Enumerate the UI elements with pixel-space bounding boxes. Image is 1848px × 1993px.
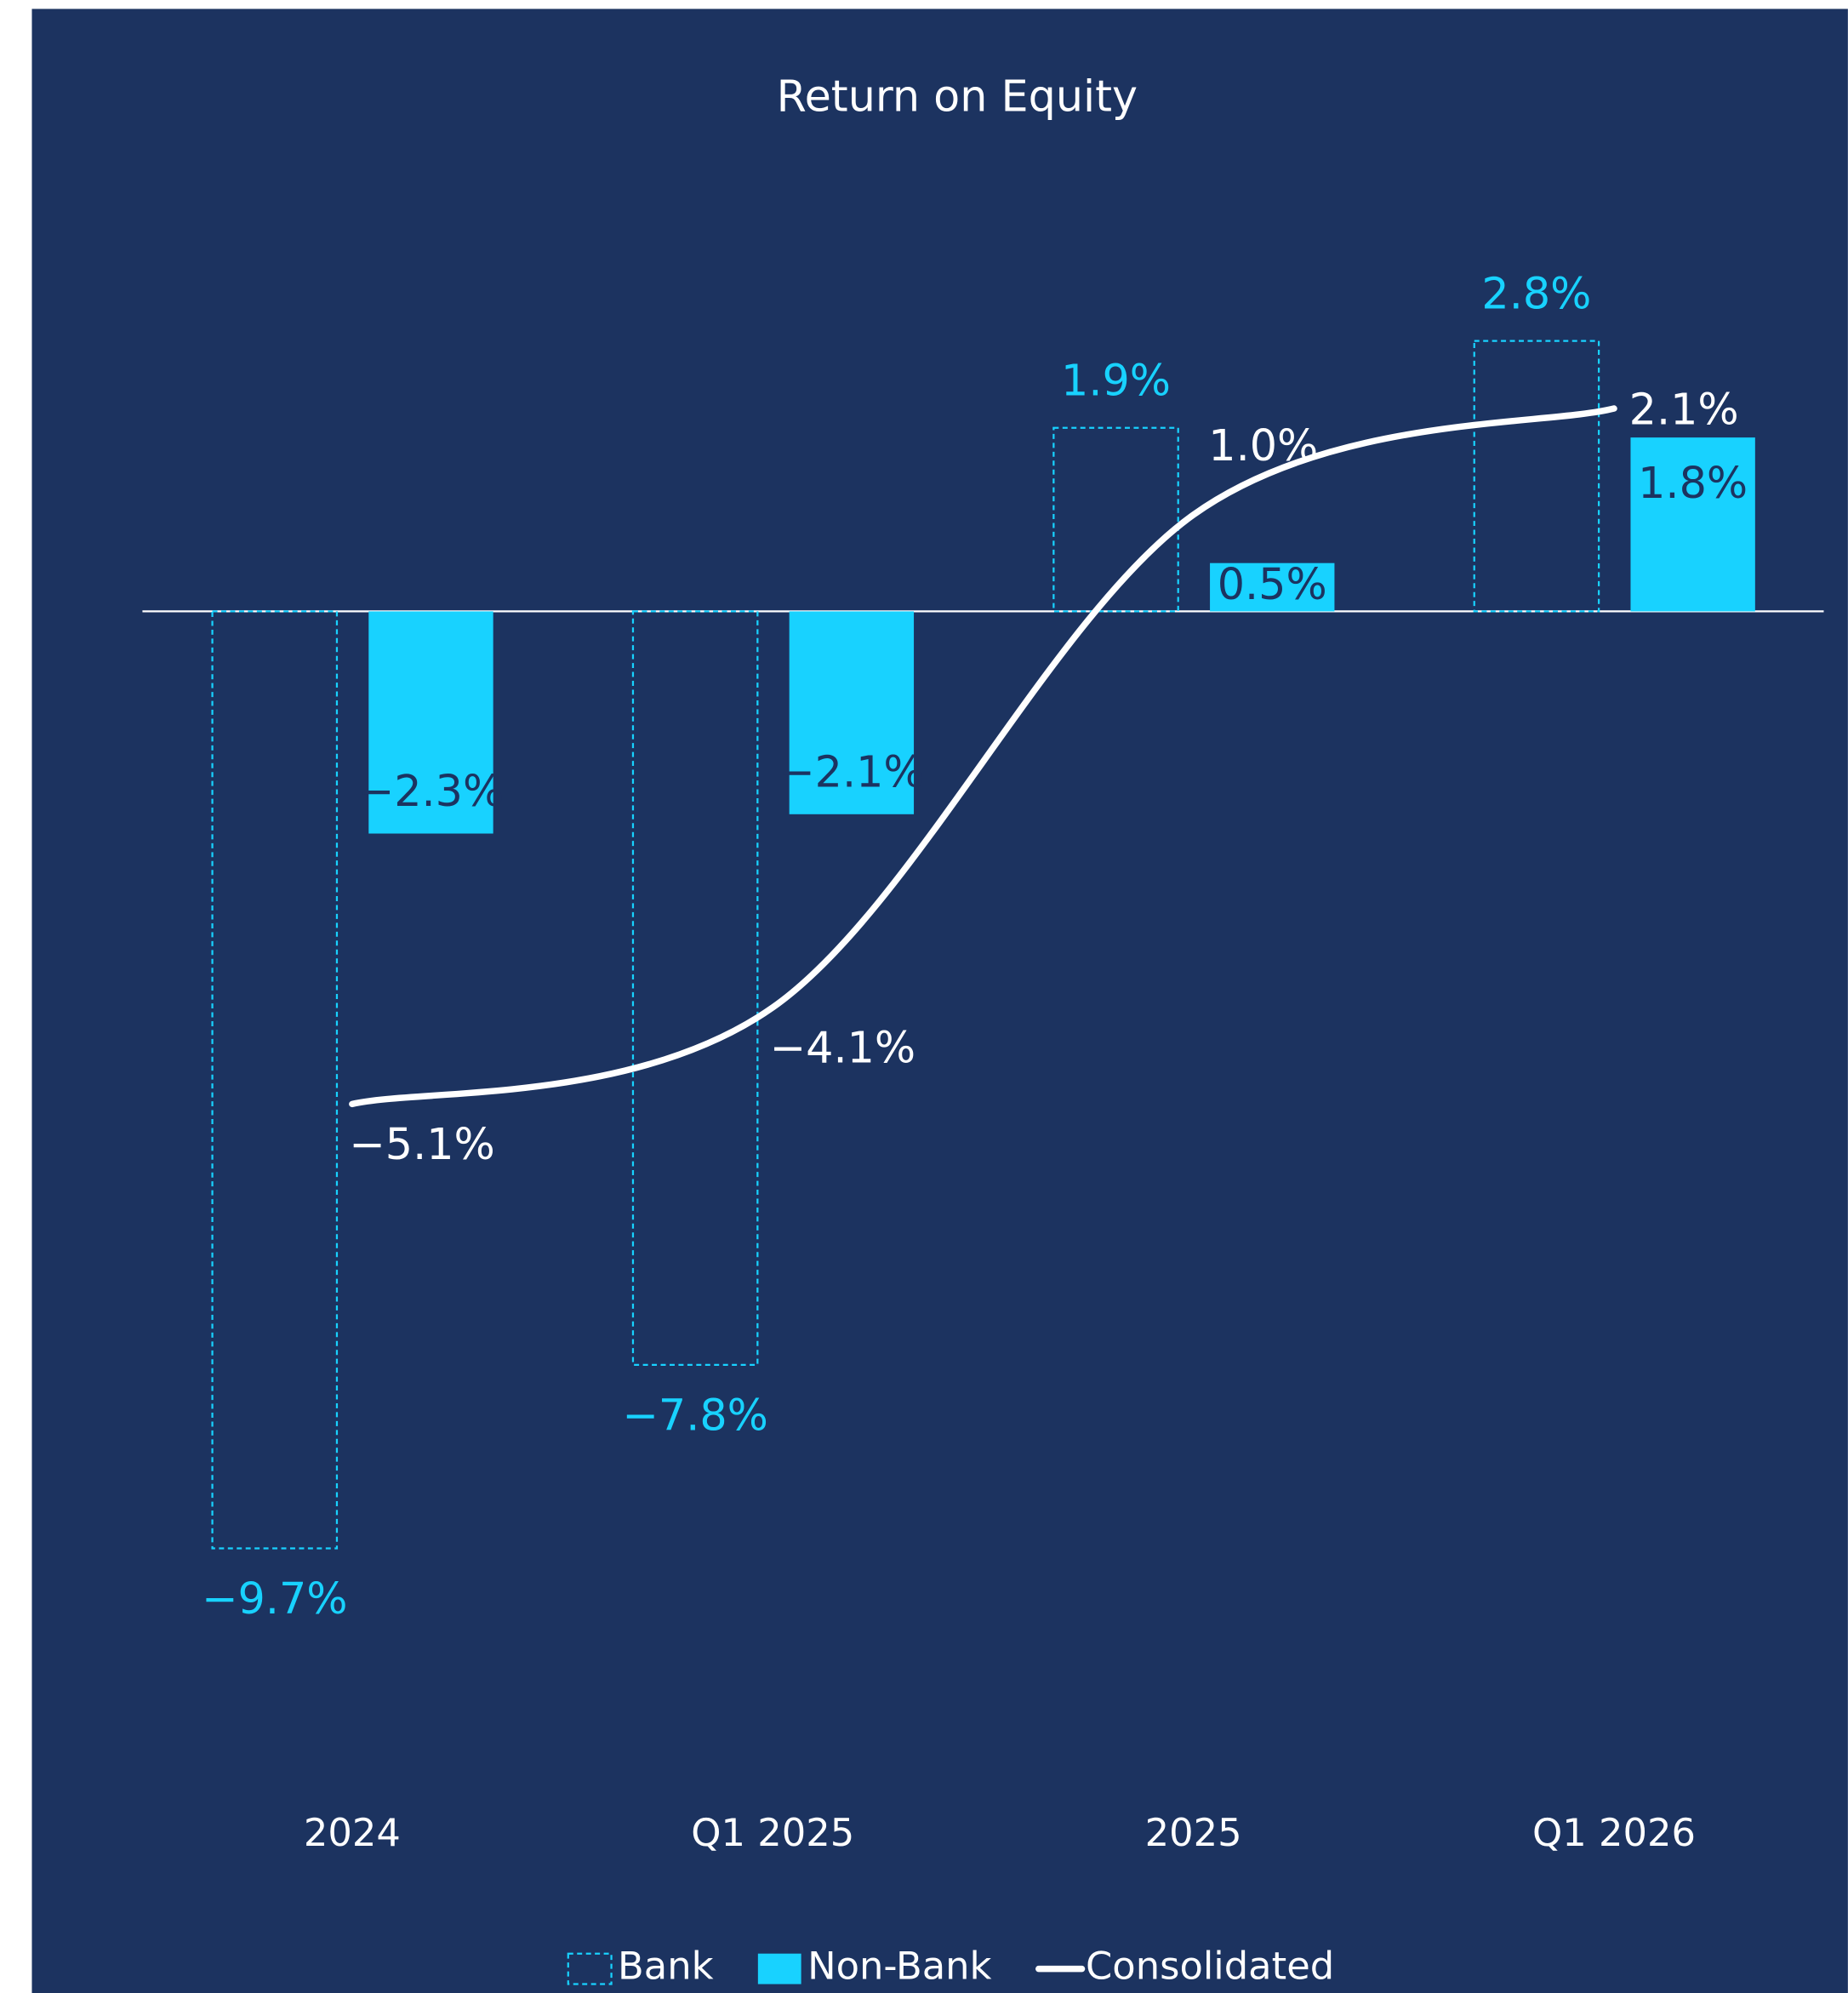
data-label: 1.8% [1638, 458, 1748, 508]
data-label: −4.1% [770, 1023, 916, 1073]
bar [368, 611, 493, 834]
data-label: −2.3% [358, 766, 505, 816]
data-label: 0.5% [1218, 559, 1327, 609]
x-tick-label: 2025 [1145, 1810, 1242, 1855]
chart-background [31, 9, 1848, 1993]
data-label: −7.8% [622, 1391, 768, 1441]
bar [211, 610, 339, 1550]
bar [1210, 562, 1335, 612]
legend-label: Non-Bank [807, 1944, 991, 1989]
bar [631, 610, 759, 1366]
bar [1473, 340, 1600, 613]
data-label: 2.1% [1629, 385, 1739, 435]
data-label: 2.8% [1481, 268, 1591, 318]
data-label: −9.7% [202, 1573, 348, 1624]
x-tick-label: Q1 2025 [691, 1810, 854, 1855]
data-label: 1.9% [1061, 355, 1171, 405]
bar [1630, 437, 1755, 612]
bar [1052, 426, 1179, 613]
bar [789, 611, 915, 814]
legend-label: Consolidated [1086, 1944, 1334, 1989]
x-tick-label: Q1 2026 [1532, 1810, 1696, 1855]
legend-swatch [757, 1953, 801, 1984]
legend-label: Bank [618, 1944, 714, 1989]
data-label: −2.1% [779, 747, 925, 797]
chart-title: Return on Equity [777, 71, 1138, 122]
line [349, 405, 1617, 1108]
x-tick-label: 2024 [304, 1810, 401, 1855]
data-label: −5.1% [349, 1119, 495, 1169]
data-label: 1.0% [1208, 420, 1318, 471]
legend-swatch [567, 1952, 613, 1985]
